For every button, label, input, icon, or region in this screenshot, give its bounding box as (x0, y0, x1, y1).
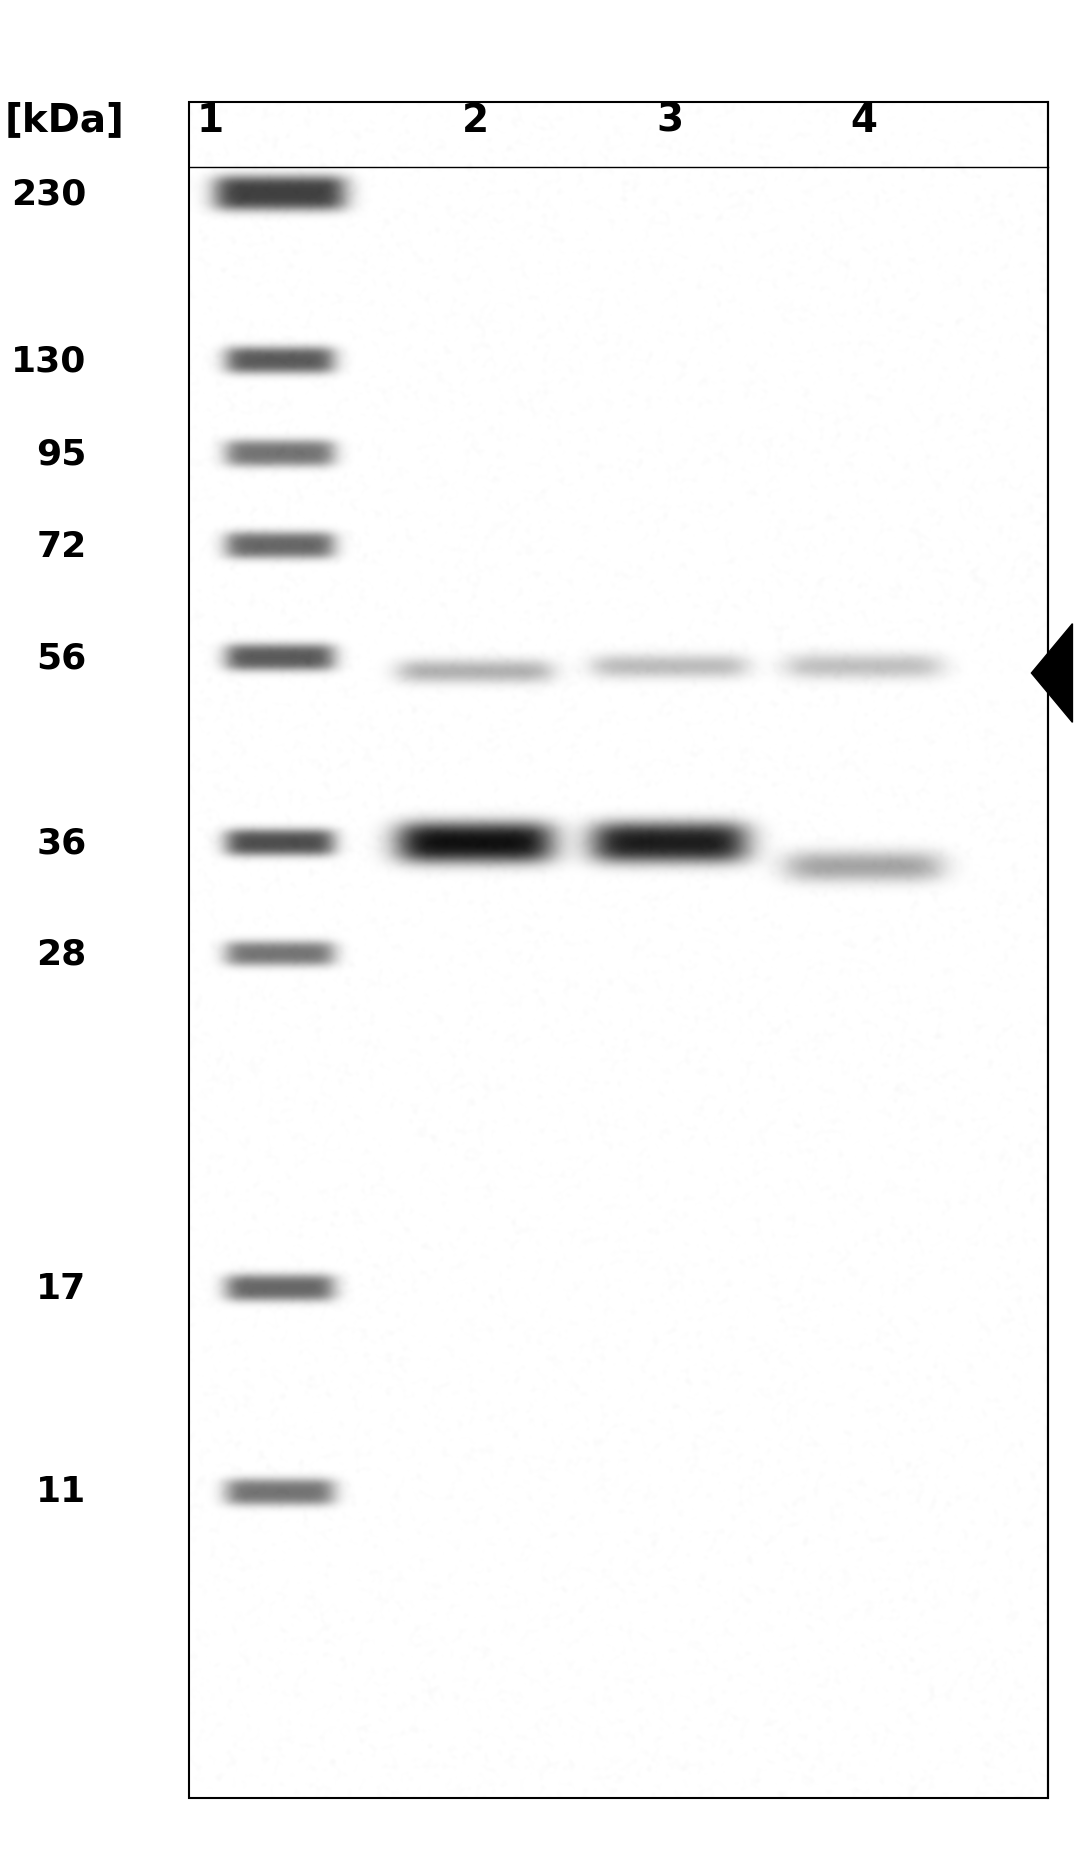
Text: 28: 28 (36, 938, 86, 971)
Text: 72: 72 (36, 530, 86, 564)
Text: [kDa]: [kDa] (5, 102, 124, 139)
Text: 130: 130 (11, 345, 86, 378)
Text: 95: 95 (36, 438, 86, 471)
Text: 17: 17 (36, 1272, 86, 1305)
Text: 2: 2 (461, 102, 489, 139)
Text: 230: 230 (11, 178, 86, 211)
Bar (189, 102, 1048, 1798)
Text: 36: 36 (36, 827, 86, 860)
Text: 56: 56 (36, 641, 86, 675)
Text: 3: 3 (656, 102, 684, 139)
Text: 4: 4 (851, 102, 877, 139)
Text: 11: 11 (36, 1476, 86, 1509)
Text: 1: 1 (197, 102, 225, 139)
Polygon shape (1031, 623, 1072, 723)
